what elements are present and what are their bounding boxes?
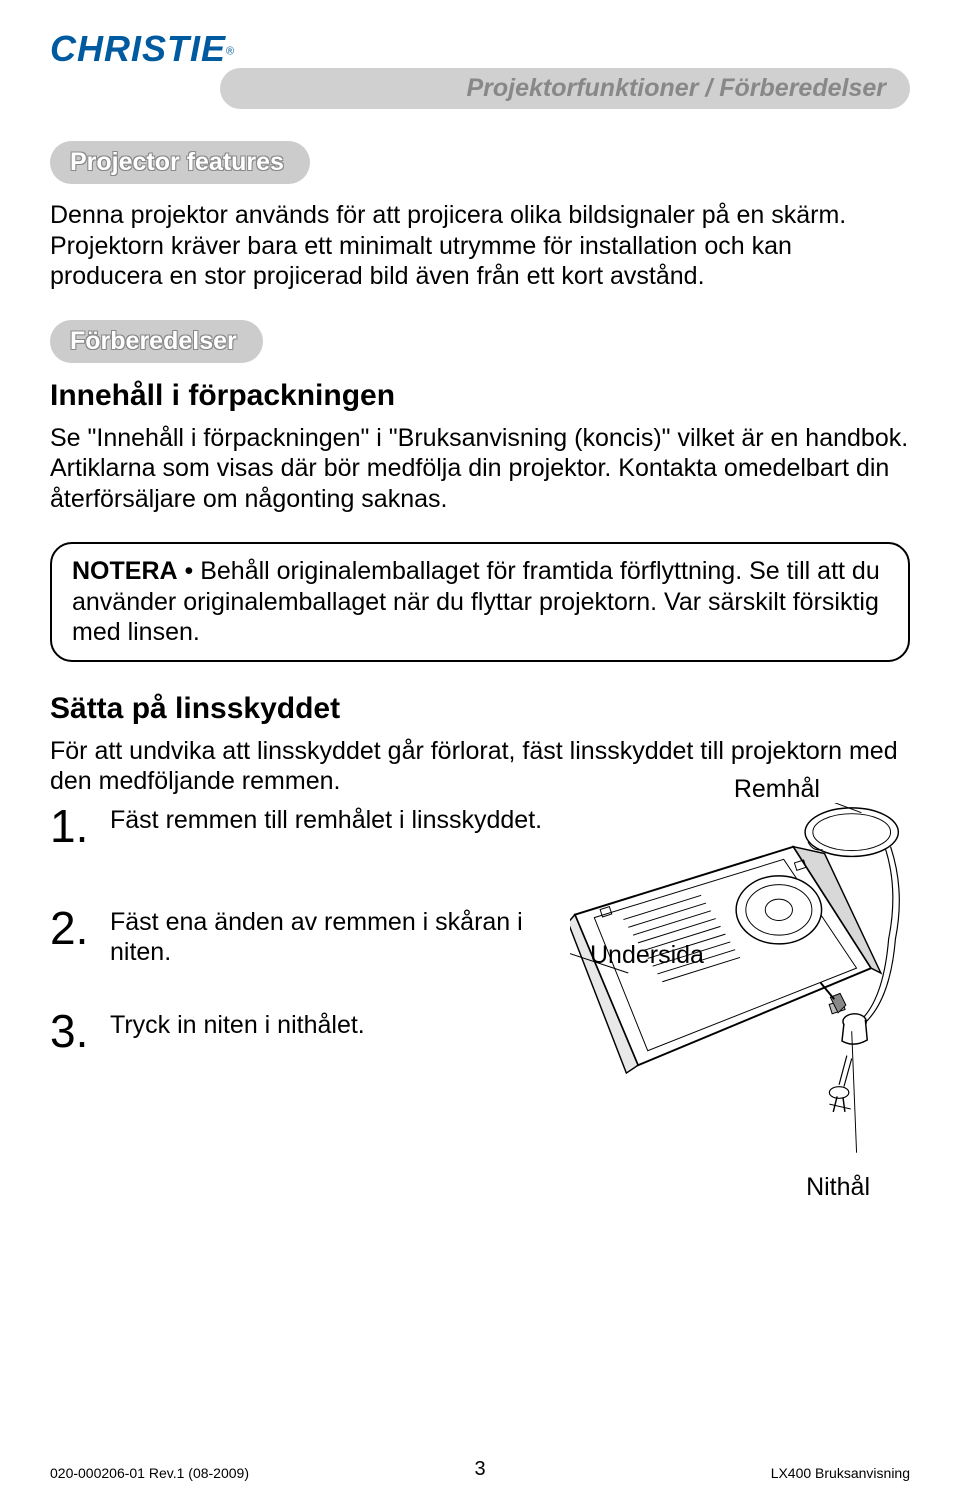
breadcrumb: Projektorfunktioner / Förberedelser <box>466 74 886 102</box>
pill-label: Projector features <box>70 148 284 176</box>
step-number: 2. <box>50 905 110 951</box>
steps-column: 1. Fäst remmen till remhålet i linsskydd… <box>50 803 560 1197</box>
heading-lens-cover: Sätta på linsskyddet <box>50 692 910 726</box>
header-breadcrumb-bar: Projektorfunktioner / Förberedelser <box>220 68 910 109</box>
steps-area: 1. Fäst remmen till remhålet i linsskydd… <box>50 803 910 1197</box>
section-pill-preparation: Förberedelser <box>50 320 263 363</box>
pill-label: Förberedelser <box>70 327 237 355</box>
step-number: 1. <box>50 803 110 849</box>
label-strap-hole: Remhål <box>734 775 820 804</box>
heading-package-contents: Innehåll i förpackningen <box>50 379 910 413</box>
step-text: Tryck in niten i nithålet. <box>110 1008 365 1041</box>
step-1: 1. Fäst remmen till remhålet i linsskydd… <box>50 803 560 849</box>
label-underside: Undersida <box>590 941 704 970</box>
illustration-column: Remhål Undersida Nithål <box>570 803 910 1197</box>
step-text: Fäst remmen till remhålet i linsskyddet. <box>110 803 542 836</box>
step-3: 3. Tryck in niten i nithålet. <box>50 1008 560 1054</box>
note-body: • Behåll originalemballaget för framtida… <box>72 557 880 646</box>
projector-illustration <box>570 803 910 1192</box>
page-content: CHRISTIE® Projektorfunktioner / Förbered… <box>0 0 960 1196</box>
footer-right: LX400 Bruksanvisning <box>771 1465 910 1481</box>
page-number: 3 <box>474 1458 485 1481</box>
step-2: 2. Fäst ena änden av remmen i skåran i n… <box>50 905 560 968</box>
package-body: Se "Innehåll i förpackningen" i "Bruksan… <box>50 423 910 515</box>
step-number: 3. <box>50 1008 110 1054</box>
footer-left: 020-000206-01 Rev.1 (08-2009) <box>50 1465 249 1481</box>
brand-logo: CHRISTIE® <box>50 28 910 70</box>
note-text: NOTERA • Behåll originalemballaget för f… <box>72 556 888 648</box>
note-box: NOTERA • Behåll originalemballaget för f… <box>50 542 910 662</box>
registered-mark: ® <box>226 46 234 58</box>
note-bold-label: NOTERA <box>72 557 178 585</box>
page-footer: 020-000206-01 Rev.1 (08-2009) 3 LX400 Br… <box>50 1465 910 1481</box>
logo-text: CHRISTIE <box>50 28 226 70</box>
step-text: Fäst ena änden av remmen i skåran i nite… <box>110 905 560 968</box>
section-pill-features: Projector features <box>50 141 310 184</box>
features-body: Denna projektor används för att projicer… <box>50 200 910 292</box>
label-rivet-hole: Nithål <box>806 1173 870 1202</box>
